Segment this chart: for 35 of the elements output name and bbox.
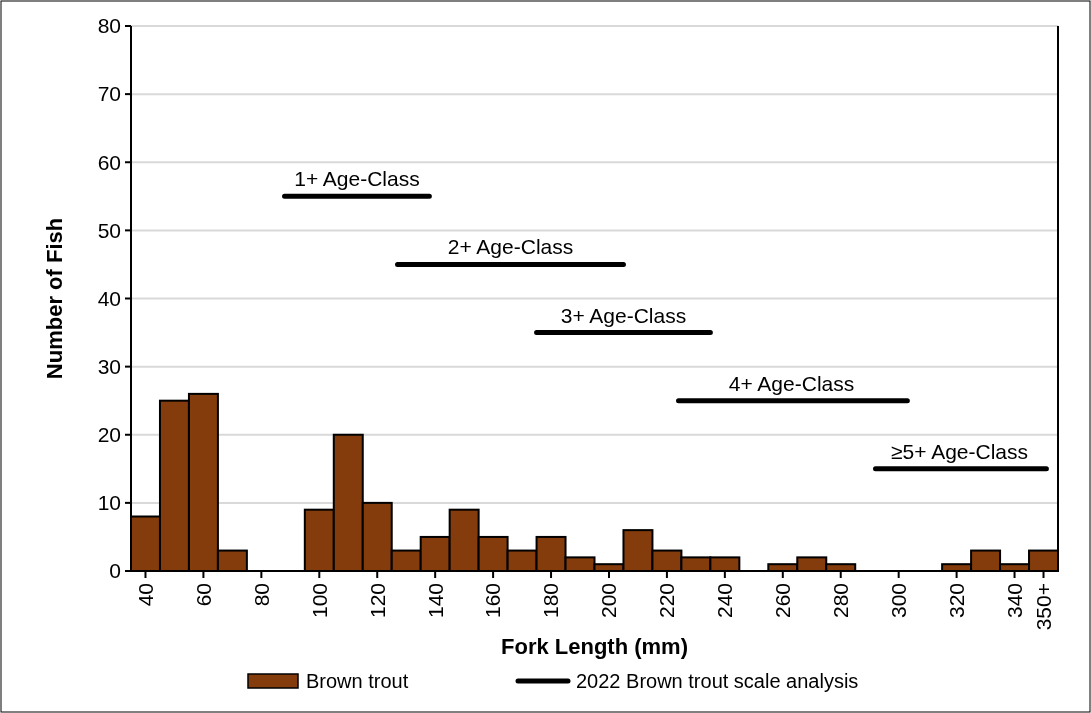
annotation: 3+ Age-Class [560, 303, 687, 327]
x-tick-label: 140 [423, 583, 447, 619]
x-tick-label: 80 [249, 583, 273, 607]
x-tick-label: 300 [887, 583, 911, 619]
annotation: 4+ Age-Class [728, 371, 855, 395]
annotation: 1+ Age-Class [294, 167, 420, 191]
x-tick-label: 200 [597, 583, 621, 619]
y-tick-label: 10 [97, 491, 121, 515]
y-tick-label: 30 [97, 354, 121, 378]
y-tick-label: 40 [97, 286, 121, 310]
x-tick-label: 180 [539, 583, 563, 619]
x-tick-label: 350+ [1031, 583, 1055, 631]
annotation: 2+ Age-Class [447, 235, 574, 259]
y-tick-label: 80 [97, 14, 121, 38]
x-tick-label: 220 [655, 583, 679, 619]
y-tick-label: 0 [109, 559, 121, 583]
annotation: ≥5+ Age-Class [891, 439, 1029, 463]
x-axis-title: Fork Length (mm) [501, 634, 688, 659]
x-tick-label: 280 [829, 583, 853, 619]
x-tick-label: 120 [365, 583, 389, 619]
x-tick-label: 100 [307, 583, 331, 619]
y-tick-label: 60 [97, 150, 121, 174]
x-tick-label: 160 [481, 583, 505, 619]
x-tick-label: 240 [713, 583, 737, 619]
legend-label: 2022 Brown trout scale analysis [576, 670, 859, 692]
x-tick-label: 340 [1002, 583, 1026, 619]
x-tick-label: 40 [133, 583, 157, 607]
y-tick-label: 70 [97, 82, 121, 106]
x-tick-label: 320 [944, 583, 968, 619]
y-tick-label: 20 [97, 423, 121, 447]
legend-label: Brown trout [306, 670, 409, 692]
x-tick-label: 60 [191, 583, 215, 607]
y-axis-title: Number of Fish [42, 217, 67, 380]
x-tick-label: 260 [771, 583, 795, 619]
y-tick-label: 50 [97, 218, 121, 242]
